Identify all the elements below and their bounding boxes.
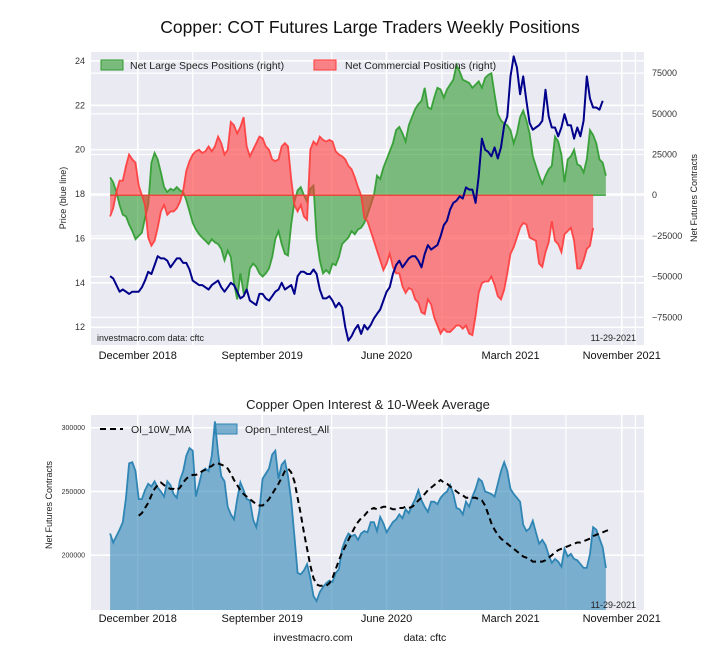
positions-date-note: 11-29-2021 xyxy=(591,333,636,343)
open-interest-axis-label: Net Futures Contracts xyxy=(44,460,54,549)
contracts-tick-label: −50000 xyxy=(652,272,682,282)
figure-title: Copper: COT Futures Large Traders Weekly… xyxy=(160,17,580,37)
legend-label-ma: OI_10W_MA xyxy=(131,424,191,436)
positions-x-tick-label: November 2021 xyxy=(583,350,661,362)
positions-gridlines xyxy=(91,52,644,345)
open-interest-x-tick-label: September 2019 xyxy=(221,613,302,625)
contracts-axis-label: Net Futures Contracts xyxy=(689,153,699,242)
price-axis-ticks: 12 14 16 18 20 22 24 xyxy=(75,56,85,332)
specs-line xyxy=(109,62,607,300)
open-interest-x-tick-label: June 2020 xyxy=(361,613,412,625)
contracts-tick-label: 25000 xyxy=(652,150,677,160)
open-interest-tick-label: 300000 xyxy=(62,425,85,432)
specs-area xyxy=(110,65,606,300)
legend-label-specs: Net Large Specs Positions (right) xyxy=(130,60,284,72)
price-tick-label: 24 xyxy=(75,56,85,66)
open-interest-x-axis-ticks: December 2018 September 2019 June 2020 Marc… xyxy=(99,613,661,625)
open-interest-tick-label: 250000 xyxy=(62,489,85,496)
positions-source-note: investmacro.com data: cftc xyxy=(97,333,205,343)
footer-site: investmacro.com xyxy=(273,632,353,644)
open-interest-chart: Copper Open Interest & 10-Week Average 2… xyxy=(44,397,661,625)
legend-swatch-specs xyxy=(100,59,124,71)
price-tick-label: 16 xyxy=(75,233,85,243)
legend-label-open-interest: Open_Interest_All xyxy=(245,424,329,436)
positions-x-tick-label: March 2021 xyxy=(481,350,539,362)
price-axis-label: Price (blue line) xyxy=(58,167,68,230)
legend-swatch-open-interest xyxy=(214,423,238,435)
footer-source: data: cftc xyxy=(404,632,447,644)
positions-x-tick-label: September 2019 xyxy=(221,350,302,362)
contracts-tick-label: 75000 xyxy=(652,68,677,78)
positions-x-axis-ticks: December 2018 September 2019 June 2020 Marc… xyxy=(99,350,661,362)
price-tick-label: 22 xyxy=(75,100,85,110)
commercial-area xyxy=(110,117,594,336)
contracts-axis-ticks: −75000 −50000 −25000 0 25000 50000 75000 xyxy=(652,68,682,322)
open-interest-x-tick-label: December 2018 xyxy=(99,613,177,625)
price-line-group xyxy=(109,55,604,342)
price-tick-label: 18 xyxy=(75,189,85,199)
contracts-tick-label: 0 xyxy=(652,190,657,200)
open-interest-x-tick-label: March 2021 xyxy=(481,613,539,625)
open-interest-area xyxy=(110,421,606,610)
price-tick-label: 12 xyxy=(75,322,85,332)
contracts-tick-label: −25000 xyxy=(652,231,682,241)
positions-x-tick-label: June 2020 xyxy=(361,350,412,362)
price-tick-label: 20 xyxy=(75,145,85,155)
commercial-line xyxy=(109,116,594,337)
legend-label-commercial: Net Commercial Positions (right) xyxy=(345,60,496,72)
open-interest-date-note: 11-29-2021 xyxy=(591,600,636,610)
open-interest-x-tick-label: November 2021 xyxy=(583,613,661,625)
positions-areas xyxy=(109,62,607,337)
open-interest-y-axis-ticks: 200000 250000 300000 xyxy=(62,425,85,559)
open-interest-tick-label: 200000 xyxy=(62,553,85,560)
positions-chart: 12 14 16 18 20 22 24 −75000 −50000 −25000 0 25000 5… xyxy=(58,52,699,362)
positions-legend: Net Large Specs Positions (right) Net Co… xyxy=(100,59,496,72)
legend-swatch-commercial xyxy=(313,59,337,71)
contracts-tick-label: 50000 xyxy=(652,109,677,119)
positions-x-tick-label: December 2018 xyxy=(99,350,177,362)
ma-line-group xyxy=(138,462,610,587)
contracts-tick-label: −75000 xyxy=(652,312,682,322)
price-line xyxy=(109,55,604,342)
open-interest-line xyxy=(109,421,607,604)
ma-line xyxy=(138,462,610,587)
open-interest-area-group xyxy=(109,421,607,610)
open-interest-legend: OI_10W_MA Open_Interest_All xyxy=(100,423,329,436)
price-tick-label: 14 xyxy=(75,278,85,288)
open-interest-title: Copper Open Interest & 10-Week Average xyxy=(246,397,490,412)
